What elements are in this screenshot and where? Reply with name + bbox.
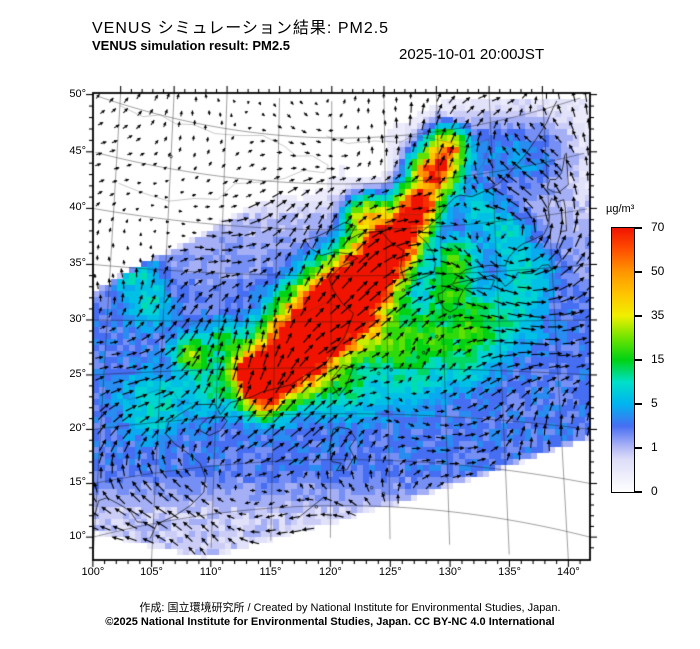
colorbar-tick-label: 35: [651, 308, 665, 322]
colorbar-tick: [634, 315, 642, 317]
lat-tick-label: 35°: [69, 257, 86, 270]
lon-tick-label: 100°: [81, 566, 105, 578]
colorbar-tick-label: 0: [651, 484, 658, 498]
colorbar-tick: [634, 271, 642, 273]
lat-tick-label: 30°: [69, 312, 86, 325]
colorbar-tick-label: 5: [651, 396, 658, 410]
lon-tick-label: 140°: [556, 566, 580, 578]
lat-tick-label: 45°: [69, 144, 86, 157]
colorbar-tick-label: 15: [651, 352, 665, 366]
lon-tick-label: 135°: [498, 566, 521, 578]
lon-tick-label: 105°: [140, 566, 163, 578]
lon-tick-label: 115°: [259, 566, 282, 578]
lon-tick-label: 125°: [378, 566, 402, 578]
colorbar-unit-label: µg/m³: [606, 203, 635, 215]
colorbar-tick-label: 70: [651, 220, 665, 234]
colorbar-tick: [634, 227, 642, 229]
credit-line: 作成: 国立環境研究所 / Created by National Instit…: [139, 602, 561, 614]
lat-tick-label: 20°: [69, 422, 86, 435]
colorbar-tick: [634, 491, 642, 493]
lat-tick-label: 50°: [69, 87, 86, 100]
license-line: ©2025 National Institute for Environment…: [105, 616, 555, 628]
lon-tick-label: 110°: [199, 566, 222, 578]
lat-tick-label: 10°: [69, 530, 86, 543]
colorbar-tick: [634, 359, 642, 361]
lon-tick-label: 130°: [438, 566, 462, 578]
colorbar-tick-label: 1: [651, 440, 658, 454]
colorbar-tick: [634, 403, 642, 405]
lon-tick-label: 120°: [318, 566, 342, 578]
colorbar: [611, 227, 635, 493]
colorbar-tick: [634, 447, 642, 449]
colorbar-tick-label: 50: [651, 264, 665, 278]
lat-tick-label: 25°: [69, 367, 86, 380]
lat-tick-label: 15°: [69, 476, 86, 489]
lat-tick-label: 40°: [69, 201, 86, 214]
